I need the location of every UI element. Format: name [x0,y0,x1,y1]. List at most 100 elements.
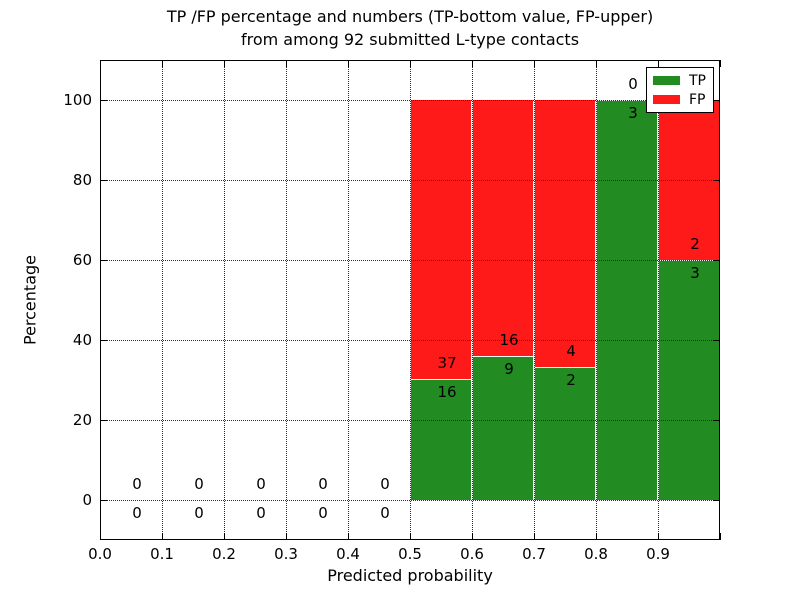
x-tick-label: 0.6 [460,545,484,563]
bar-segment-fp [534,100,596,367]
y-axis-tick [100,180,107,182]
x-axis-label: Predicted probability [327,566,493,585]
chart-title: TP /FP percentage and numbers (TP-bottom… [100,5,720,51]
x-axis-tick [286,533,288,540]
x-axis-tick [100,533,102,540]
x-axis-tick [224,533,226,540]
chart-title-line-1: TP /FP percentage and numbers (TP-bottom… [166,7,654,26]
x-tick-label: 0.2 [212,545,236,563]
y-tick-label: 20 [72,411,92,429]
bar-count-label-tp: 0 [194,504,204,522]
bar-count-label-tp: 16 [437,383,457,402]
grid-line-vertical [534,60,535,540]
x-axis-tick [658,533,660,540]
x-axis-top-tick [596,60,598,67]
x-tick-label: 0.0 [88,545,112,563]
y-tick-label: 80 [72,171,92,189]
x-axis-tick [534,533,536,540]
bar-count-label-tp: 3 [628,104,638,122]
y-axis-tick [100,420,107,422]
legend-label-fp: FP [689,91,706,108]
bar-count-label-fp: 37 [437,354,457,373]
x-axis-tick [162,533,164,540]
grid-line-vertical [658,60,659,540]
y-axis-tick [100,500,107,502]
bar-count-label-tp: 0 [380,504,390,522]
bar-count-label-fp: 0 [380,475,390,493]
x-tick-label: 0.4 [336,545,360,563]
x-axis-tick [472,533,474,540]
grid-line-vertical [224,60,225,540]
y-axis-tick [100,340,107,342]
x-axis-tick [720,533,722,540]
x-axis-top-tick [162,60,164,67]
bar-segment-tp [534,366,596,500]
bar-count-label-fp: 0 [256,475,266,493]
legend-item-fp: FP [653,93,707,107]
x-tick-label: 0.8 [584,545,608,563]
y-axis-right-tick [713,340,720,342]
legend-label-tp: TP [689,72,706,89]
legend: TP FP [646,67,714,113]
y-axis-right-tick [713,180,720,182]
bar-segment-fp [410,100,472,380]
y-tick-label: 100 [63,91,92,109]
grid-line-vertical [348,60,349,540]
bar-segment-fp [472,100,534,356]
grid-line-vertical [596,60,597,540]
bar-count-label-tp: 3 [690,264,700,282]
x-tick-label: 0.1 [150,545,174,563]
bar-count-label-tp: 0 [318,504,328,522]
bar-count-label-fp: 16 [499,331,519,349]
grid-line-vertical [472,60,473,540]
y-axis-label: Percentage [20,254,40,346]
x-axis-top-tick [224,60,226,67]
x-axis-tick [596,533,598,540]
tp-swatch-icon [653,76,680,85]
bar-segment-tp [596,100,658,500]
x-axis-top-tick [472,60,474,67]
x-axis-top-tick [720,60,722,67]
x-axis-top-tick [348,60,350,67]
x-axis-tick [348,533,350,540]
x-tick-label: 0.9 [646,545,670,563]
y-axis-tick [100,260,107,262]
y-axis-right-tick [713,420,720,422]
y-tick-label: 60 [72,251,92,269]
y-axis-right-tick [713,260,720,262]
grid-line-vertical [410,60,411,540]
x-axis-top-tick [100,60,102,67]
y-tick-label: 40 [72,331,92,349]
x-axis-top-tick [534,60,536,67]
y-axis-tick [100,100,107,102]
y-axis-right-tick [713,500,720,502]
x-axis-top-tick [286,60,288,67]
bar-count-label-tp: 9 [504,360,514,378]
bar-segment-tp [658,260,720,500]
x-tick-label: 0.7 [522,545,546,563]
bar-count-label-fp: 0 [318,475,328,493]
x-tick-label: 0.3 [274,545,298,563]
grid-line-vertical [286,60,287,540]
bar-count-label-fp: 0 [132,475,142,493]
bar-count-label-fp: 0 [194,475,204,493]
y-axis-right-tick [713,100,720,102]
bar-segment-tp [472,356,534,500]
bar-count-label-fp: 2 [690,235,700,253]
plot-area: 0 0 0 0 0 0 0 0 0 0 37 16 16 9 4 2 0 3 2 3 [100,60,722,540]
x-axis-top-tick [410,60,412,67]
bar-count-label-tp: 0 [256,504,266,522]
x-axis-top-tick [658,60,660,67]
grid-line-vertical [162,60,163,540]
bar-count-label-fp: 4 [566,341,576,360]
fp-swatch-icon [653,95,680,104]
bar-count-label-tp: 0 [132,504,142,522]
y-tick-label: 0 [82,491,92,509]
legend-item-tp: TP [653,74,707,88]
x-axis-tick [410,533,412,540]
bar-count-label-fp: 0 [628,75,638,93]
chart-title-line-2: from among 92 submitted L-type contacts [240,30,580,49]
bar-count-label-tp: 2 [566,370,576,389]
x-tick-label: 0.5 [398,545,422,563]
